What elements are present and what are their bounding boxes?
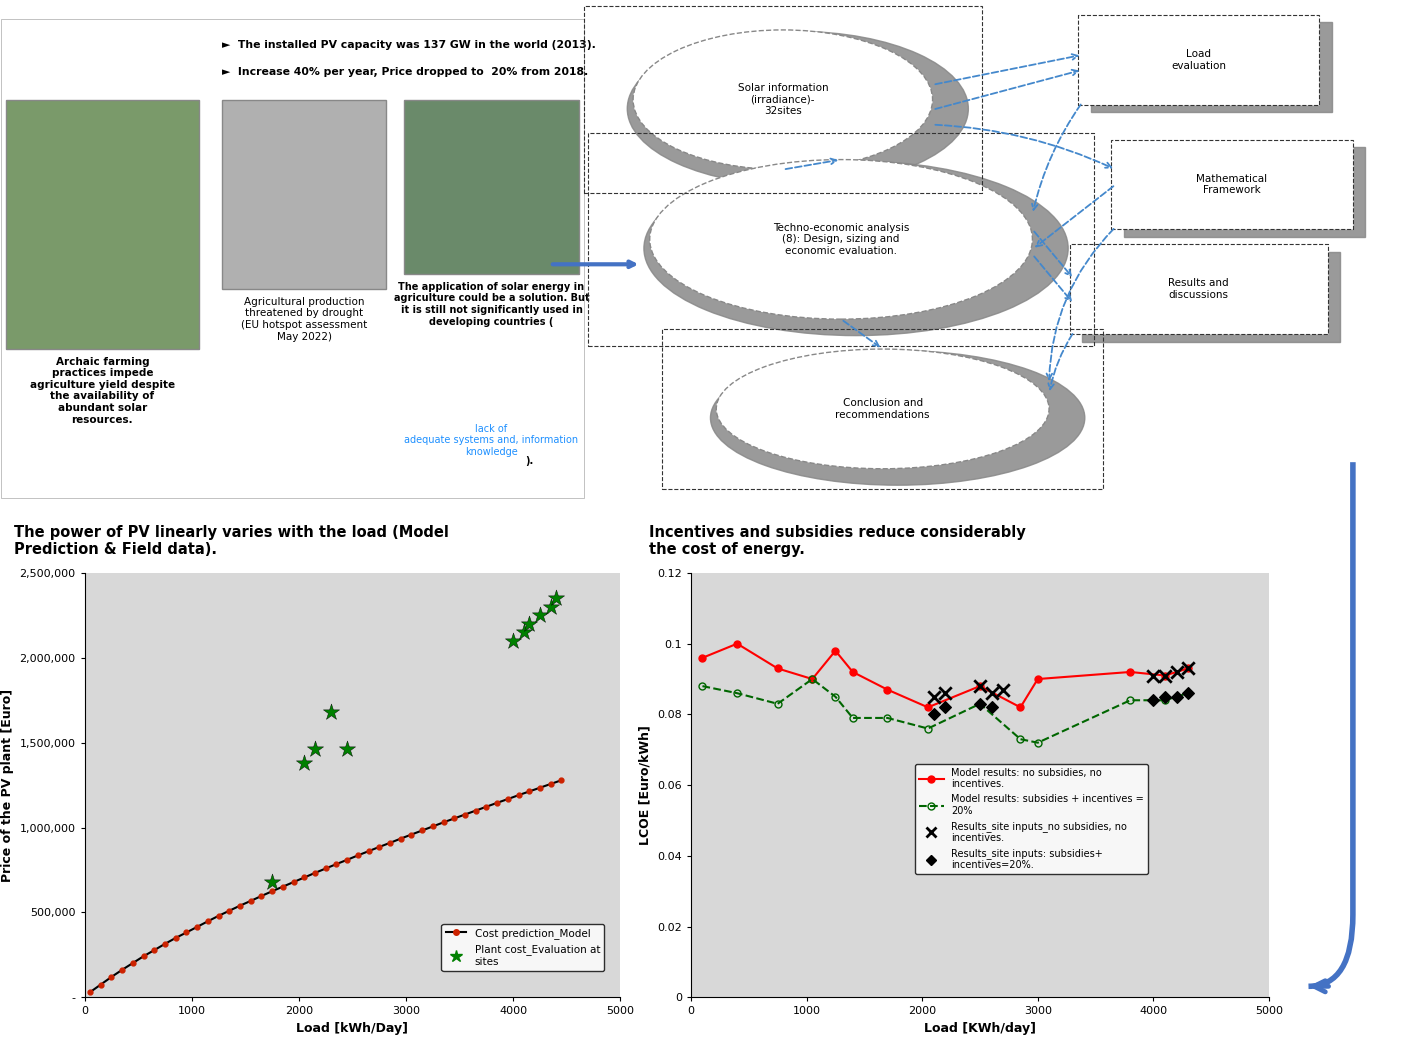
FancyBboxPatch shape xyxy=(1124,147,1365,237)
Point xyxy=(303,741,326,758)
Text: Archaic farming
practices impede
agriculture yield despite
the availability of
a: Archaic farming practices impede agricul… xyxy=(30,356,175,424)
Point xyxy=(320,703,343,720)
FancyBboxPatch shape xyxy=(403,100,580,274)
Text: Solar information
(irradiance)-
32sites: Solar information (irradiance)- 32sites xyxy=(737,83,828,117)
Text: Results and
discussions: Results and discussions xyxy=(1169,278,1230,300)
Text: Load
evaluation: Load evaluation xyxy=(1172,49,1227,71)
Y-axis label: LCOE [Euro/kWh]: LCOE [Euro/kWh] xyxy=(639,726,651,845)
Point xyxy=(517,615,540,632)
FancyBboxPatch shape xyxy=(223,100,386,290)
Point xyxy=(1142,692,1165,709)
FancyBboxPatch shape xyxy=(1079,15,1320,105)
Text: The application of solar energy in
agriculture could be a solution. But
it is st: The application of solar energy in agric… xyxy=(393,282,589,327)
Text: The power of PV linearly varies with the load (Model
Prediction & Field data).: The power of PV linearly varies with the… xyxy=(14,524,448,557)
Ellipse shape xyxy=(716,349,1049,469)
FancyBboxPatch shape xyxy=(1,19,584,498)
Point xyxy=(513,624,536,641)
Point xyxy=(1142,667,1165,684)
FancyBboxPatch shape xyxy=(1111,140,1352,229)
Text: ).: ). xyxy=(526,456,534,466)
Text: Conclusion and
recommendations: Conclusion and recommendations xyxy=(835,398,931,420)
X-axis label: Load [kWh/Day]: Load [kWh/Day] xyxy=(296,1022,409,1034)
Ellipse shape xyxy=(633,30,932,170)
Point xyxy=(293,754,316,771)
Ellipse shape xyxy=(627,32,969,186)
Text: Techno-economic analysis
(8): Design, sizing and
economic evaluation.: Techno-economic analysis (8): Design, si… xyxy=(773,223,909,256)
Point xyxy=(980,699,1003,716)
Point xyxy=(922,706,945,723)
Point xyxy=(502,632,525,649)
Point xyxy=(1165,663,1187,680)
Point xyxy=(529,607,551,624)
Point xyxy=(1153,689,1176,706)
FancyBboxPatch shape xyxy=(6,100,199,349)
Point xyxy=(540,598,563,615)
Point xyxy=(261,873,283,890)
Point xyxy=(922,689,945,706)
Text: Agricultural production
threatened by drought
(EU hotspot assessment
May 2022): Agricultural production threatened by dr… xyxy=(241,297,368,342)
Text: Incentives and subsidies reduce considerably
the cost of energy.: Incentives and subsidies reduce consider… xyxy=(649,524,1025,557)
Point xyxy=(933,699,956,716)
Y-axis label: Price of the PV plant [Euro]: Price of the PV plant [Euro] xyxy=(1,689,14,882)
Legend: Model results: no subsidies, no
incentives., Model results: subsidies + incentiv: Model results: no subsidies, no incentiv… xyxy=(915,764,1148,874)
Text: Mathematical
Framework: Mathematical Framework xyxy=(1197,174,1268,195)
FancyBboxPatch shape xyxy=(1091,22,1332,112)
Point xyxy=(969,678,991,695)
Text: lack of
adequate systems and, information
knowledge: lack of adequate systems and, informatio… xyxy=(405,424,578,457)
Point xyxy=(933,684,956,701)
Point xyxy=(1165,689,1187,706)
Ellipse shape xyxy=(650,159,1032,319)
Text: ►  The installed PV capacity was 137 GW in the world (2013).: ► The installed PV capacity was 137 GW i… xyxy=(223,40,596,50)
FancyBboxPatch shape xyxy=(1070,244,1328,334)
Point xyxy=(1177,660,1200,677)
Point xyxy=(336,741,358,758)
Text: ►  Increase 40% per year, Price dropped to  20% from 2018.: ► Increase 40% per year, Price dropped t… xyxy=(223,67,588,77)
Point xyxy=(991,681,1014,698)
Point xyxy=(1153,667,1176,684)
Ellipse shape xyxy=(711,350,1084,485)
FancyBboxPatch shape xyxy=(1083,251,1340,342)
Ellipse shape xyxy=(644,161,1069,335)
Point xyxy=(980,684,1003,701)
Point xyxy=(1177,684,1200,701)
X-axis label: Load [KWh/day]: Load [KWh/day] xyxy=(924,1022,1036,1034)
Legend: Cost prediction_Model, Plant cost_Evaluation at
sites: Cost prediction_Model, Plant cost_Evalua… xyxy=(441,924,605,971)
Point xyxy=(544,590,567,607)
Point xyxy=(969,695,991,712)
